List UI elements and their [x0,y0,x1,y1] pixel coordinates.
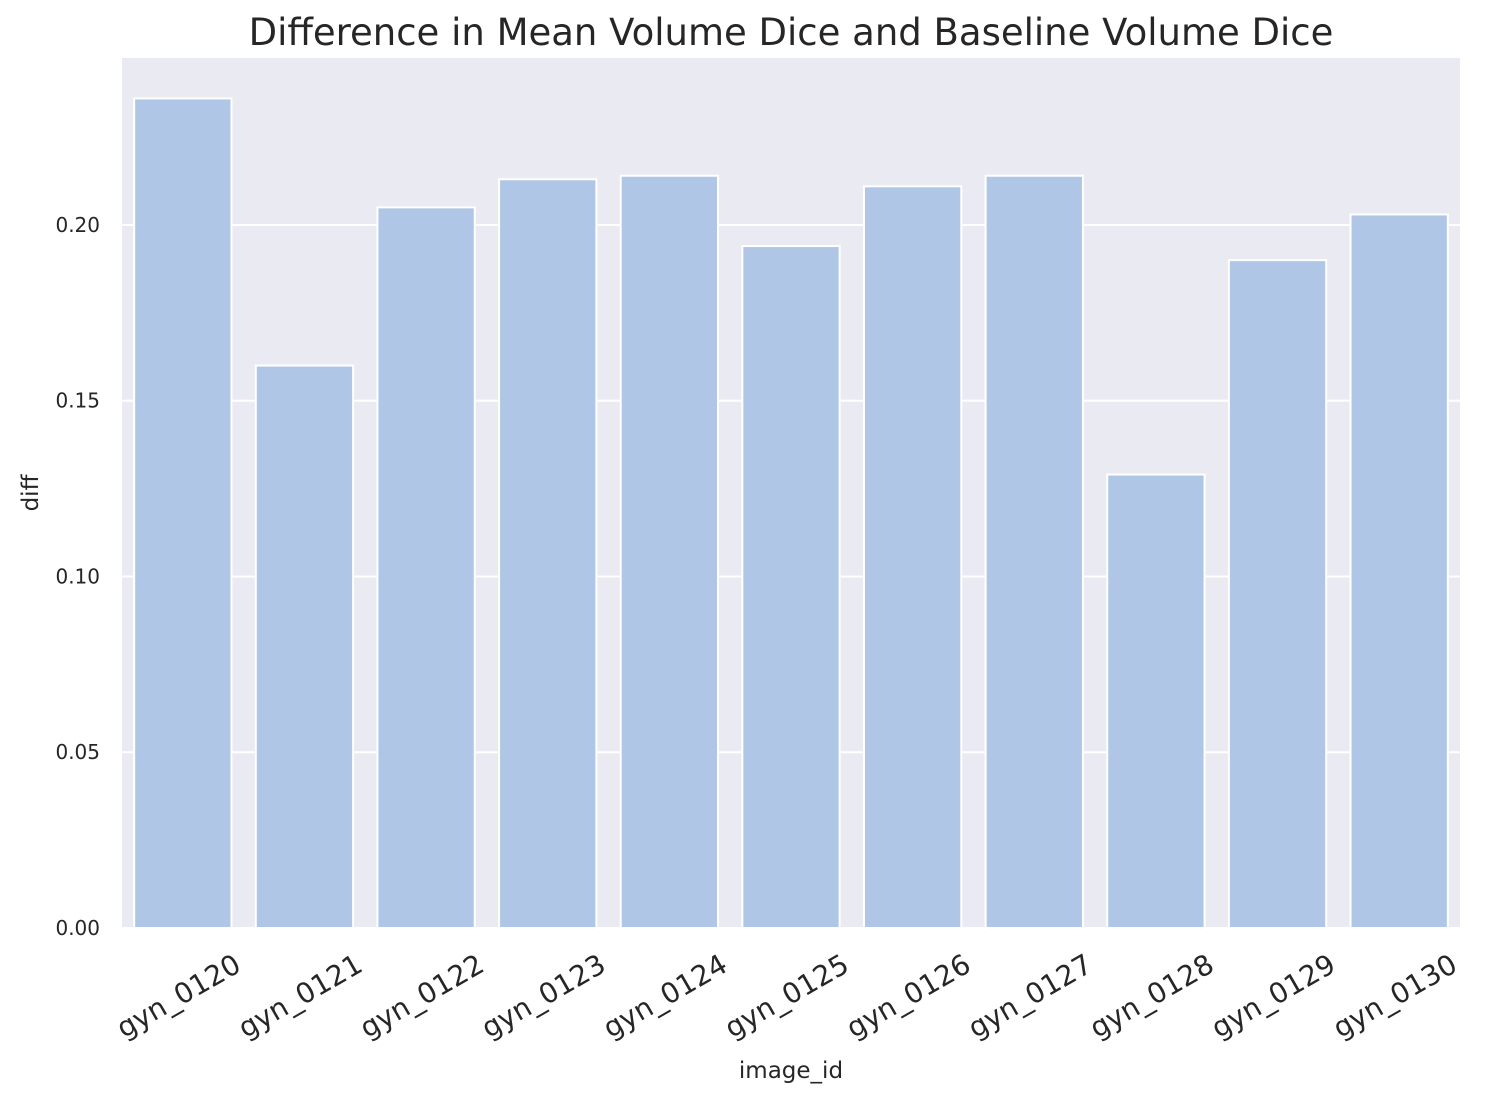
bar-gyn_0126 [862,185,963,929]
x-tick-label: gyn_0122 [354,947,489,1044]
chart-title: Difference in Mean Volume Dice and Basel… [249,11,1334,54]
bar-gyn_0121 [254,364,355,929]
x-axis-label: image_id [739,1058,843,1084]
x-tick-label: gyn_0125 [719,947,854,1044]
bar-gyn_0125 [741,245,841,929]
y-tick-label: 0.15 [55,389,100,413]
x-tick-label: gyn_0130 [1327,947,1462,1044]
bar-gyn_0128 [1106,473,1206,929]
x-tick-label: gyn_0129 [1206,947,1341,1044]
x-tick-label: gyn_0120 [111,947,246,1044]
x-tick-label: gyn_0126 [841,947,976,1044]
bar-gyn_0129 [1227,259,1328,929]
y-tick-label: 0.20 [55,213,100,237]
y-tick-label: 0.05 [55,740,100,764]
x-tick-label: gyn_0124 [597,947,732,1044]
x-tick-label: gyn_0121 [232,947,367,1044]
bar-gyn_0123 [498,178,598,930]
bar-gyn_0130 [1349,213,1449,929]
bar-gyn_0127 [984,174,1084,929]
bars [133,97,1449,930]
bar-gyn_0120 [133,97,233,929]
y-tick-label: 0.10 [55,564,100,588]
x-tick-label: gyn_0127 [962,947,1097,1044]
bar-gyn_0124 [619,174,720,929]
y-tick-label: 0.00 [55,916,100,940]
y-axis-label: diff [18,473,44,511]
bar-gyn_0122 [376,206,476,930]
x-tick-label: gyn_0123 [476,947,611,1044]
x-axis-ticks: gyn_0120gyn_0121gyn_0122gyn_0123gyn_0124… [111,947,1463,1044]
x-tick-label: gyn_0128 [1084,947,1219,1044]
y-axis-ticks: 0.00 0.05 0.10 0.15 0.20 [55,213,100,940]
